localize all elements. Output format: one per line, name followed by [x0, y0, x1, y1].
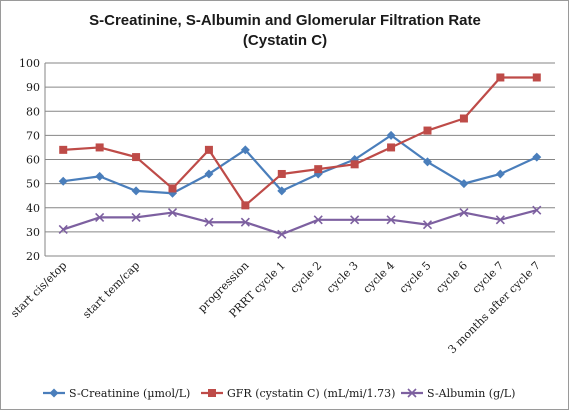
- y-tick-label: 50: [26, 178, 40, 191]
- data-point: [95, 171, 105, 181]
- data-point: [459, 179, 469, 189]
- data-point: [350, 160, 359, 169]
- data-point: [495, 215, 505, 225]
- x-category-label: cycle 6: [433, 259, 470, 296]
- data-point: [58, 224, 68, 235]
- series-group: [58, 73, 542, 239]
- data-point: [350, 215, 360, 225]
- y-tick-label: 40: [26, 202, 40, 215]
- data-point: [49, 388, 59, 398]
- data-point: [423, 157, 432, 167]
- data-point: [532, 205, 542, 215]
- data-point: [131, 212, 141, 222]
- x-category-labels: start cis/etop start tem/cap progressionPR…: [8, 259, 543, 356]
- series: [58, 205, 542, 239]
- y-tick-labels: 20 30 40 50 60 70 80 90 100: [19, 57, 40, 263]
- data-point: [495, 169, 505, 179]
- data-point: [240, 145, 250, 155]
- series: [59, 73, 541, 210]
- x-category-label: cycle 7: [470, 259, 507, 296]
- legend-item: GFR (cystatin C) (mL/mi/1.73): [201, 387, 395, 400]
- x-category-label: cycle 2: [288, 259, 325, 296]
- y-tick-label: 80: [26, 105, 40, 118]
- legend-item: S-Albumin (g/L): [401, 387, 515, 400]
- series-line: [63, 76, 537, 207]
- data-point: [277, 229, 287, 239]
- data-point: [407, 388, 417, 398]
- data-point: [459, 208, 469, 218]
- legend-item: S-Creatinine (µmol/L): [43, 387, 190, 400]
- legend-label: S-Albumin (g/L): [427, 387, 515, 400]
- y-tick-label: 30: [26, 226, 40, 239]
- y-tick-label: 60: [26, 154, 40, 167]
- y-tick-label: 90: [26, 81, 40, 94]
- data-point: [422, 220, 433, 230]
- data-point: [386, 130, 396, 140]
- data-point: [132, 153, 141, 162]
- data-point: [59, 145, 68, 154]
- data-point: [204, 145, 213, 154]
- data-point: [241, 201, 250, 210]
- data-point: [204, 217, 214, 227]
- data-point: [168, 184, 177, 193]
- data-point: [167, 208, 178, 218]
- data-point: [131, 186, 141, 196]
- data-point: [387, 143, 396, 152]
- data-point: [313, 215, 323, 225]
- data-point: [459, 114, 468, 123]
- y-tick-label: 20: [26, 250, 40, 263]
- x-category-label: start cis/etop: [8, 259, 69, 320]
- x-category-label: cycle 3: [324, 259, 361, 296]
- chart-title: S-Creatinine, S-Albumin and Glomerular F…: [89, 12, 481, 29]
- data-point: [314, 165, 323, 174]
- data-point: [204, 169, 214, 179]
- data-point: [95, 143, 104, 152]
- series-line: [62, 209, 538, 236]
- grid: [44, 62, 555, 257]
- data-point: [423, 126, 432, 135]
- y-tick-label: 70: [26, 129, 40, 142]
- data-point: [240, 217, 250, 227]
- legend-label: GFR (cystatin C) (mL/mi/1.73): [227, 387, 395, 400]
- data-point: [277, 169, 286, 178]
- data-point: [496, 73, 505, 82]
- data-point: [208, 389, 216, 397]
- data-point: [277, 186, 287, 196]
- x-category-label: start tem/cap: [80, 259, 142, 321]
- data-point: [386, 215, 396, 225]
- legend-label: S-Creatinine (µmol/L): [69, 387, 190, 400]
- data-point: [95, 212, 105, 222]
- series: [58, 130, 542, 198]
- data-point: [532, 152, 542, 162]
- y-tick-label: 100: [19, 57, 40, 70]
- data-point: [532, 73, 541, 82]
- series-line: [63, 134, 538, 195]
- chart-subtitle: (Cystatin C): [243, 32, 327, 49]
- legend: S-Creatinine (µmol/L) GFR (cystatin C) (m…: [43, 387, 515, 400]
- data-point: [58, 176, 68, 186]
- x-category-label: cycle 4: [360, 259, 397, 296]
- x-category-label: cycle 5: [397, 259, 434, 296]
